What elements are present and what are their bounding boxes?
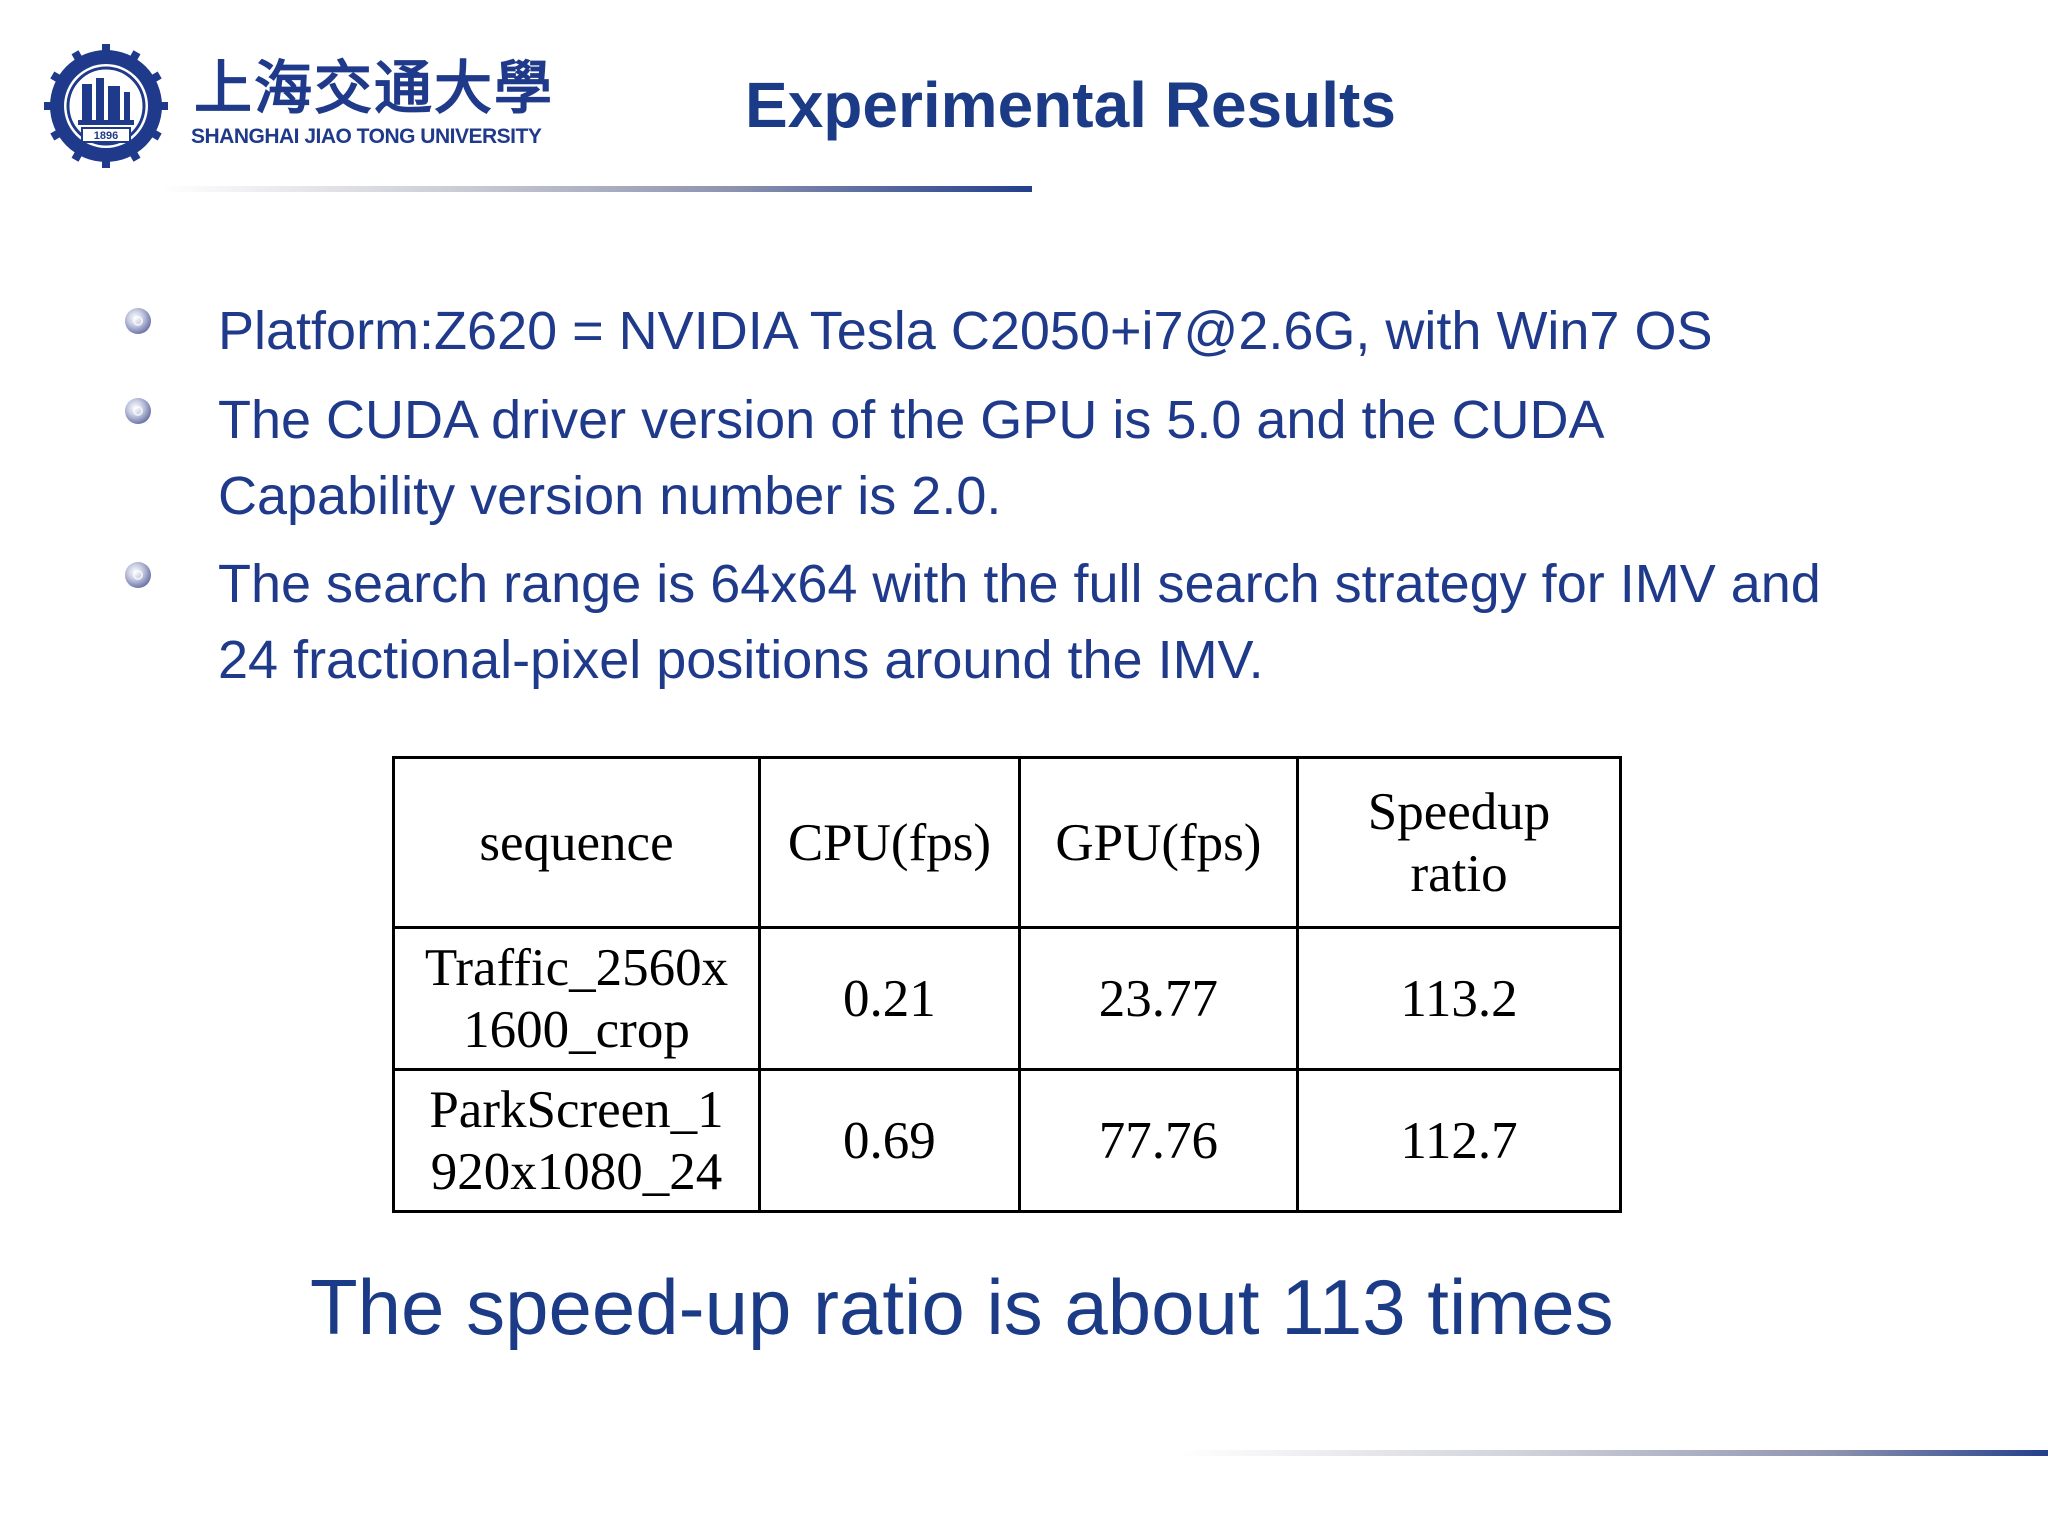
bullet-icon <box>125 398 151 424</box>
conclusion-text: The speed-up ratio is about 113 times <box>310 1263 1614 1351</box>
bullet-icon <box>125 308 151 334</box>
slide-title: Experimental Results <box>745 69 1396 141</box>
bullet-list: Platform:Z620 = NVIDIA Tesla C2050+i7@2.… <box>0 0 2048 700</box>
cell-sequence-line1: ParkScreen_1 <box>429 1080 724 1139</box>
sjtu-emblem-icon: 1896 <box>44 44 168 168</box>
university-logo-english: SHANGHAI JIAO TONG UNIVERSITY <box>191 125 542 148</box>
cell-cpu: 0.69 <box>758 1068 1021 1213</box>
header-gpu: GPU(fps) <box>1017 756 1300 929</box>
header-speedup-line2: ratio <box>1410 844 1508 903</box>
bullet-icon <box>125 562 151 588</box>
cell-sequence: Traffic_2560x 1600_crop <box>392 926 761 1071</box>
cell-gpu: 23.77 <box>1017 926 1300 1071</box>
cell-sequence-line2: 1600_crop <box>463 1000 690 1059</box>
results-table: sequence CPU(fps) GPU(fps) Speedup ratio… <box>392 756 1622 1213</box>
cell-sequence-line1: Traffic_2560x <box>424 938 729 997</box>
cell-sequence-line2: 920x1080_24 <box>430 1142 723 1201</box>
cell-sequence: ParkScreen_1 920x1080_24 <box>392 1068 761 1213</box>
table-header-row: sequence CPU(fps) GPU(fps) Speedup ratio <box>392 756 1622 929</box>
title-divider <box>160 186 1032 192</box>
cell-gpu: 77.76 <box>1017 1068 1300 1213</box>
table-row: ParkScreen_1 920x1080_24 0.69 77.76 112.… <box>392 1068 1622 1213</box>
footer-divider <box>1180 1450 2048 1456</box>
bullet-cuda-line2: Capability version number is 2.0. <box>218 466 1002 526</box>
bullet-cuda-line1: The CUDA driver version of the GPU is 5.… <box>218 390 1605 450</box>
bullet-search-line2: 24 fractional-pixel positions around the… <box>218 630 1264 690</box>
bullet-search-line1: The search range is 64x64 with the full … <box>218 554 1821 614</box>
header-speedup-line1: Speedup <box>1367 782 1551 841</box>
cell-cpu: 0.21 <box>758 926 1021 1071</box>
header-cpu: CPU(fps) <box>758 756 1021 929</box>
cell-speedup: 113.2 <box>1296 926 1622 1071</box>
bullet-platform: Platform:Z620 = NVIDIA Tesla C2050+i7@2.… <box>218 301 1713 361</box>
cell-speedup: 112.7 <box>1296 1068 1622 1213</box>
header-sequence: sequence <box>392 756 761 929</box>
table-row: Traffic_2560x 1600_crop 0.21 23.77 113.2 <box>392 926 1622 1071</box>
header-speedup: Speedup ratio <box>1296 756 1622 929</box>
emblem-year: 1896 <box>94 130 118 142</box>
